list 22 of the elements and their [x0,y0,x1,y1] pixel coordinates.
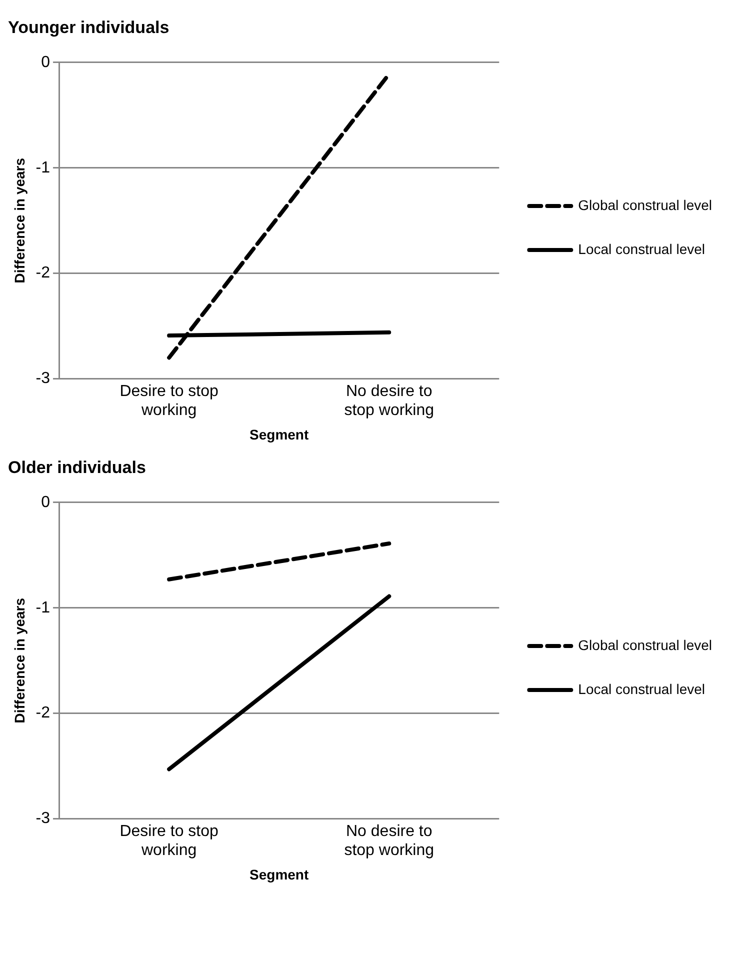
y-tick-label: 0 [41,54,50,71]
x-axis-title: Segment [250,866,309,882]
chart-title: Older individuals [8,458,146,477]
y-tick-label: -3 [36,370,50,388]
y-tick-label: -2 [36,704,50,722]
y-tick-label: -3 [36,810,50,828]
legend-label: Global construal level [578,636,712,653]
legend-label: Local construal level [578,680,706,697]
y-tick-label: -1 [36,599,50,616]
y-tick-label: -1 [36,159,50,176]
x-axis-title: Segment [250,426,309,442]
y-axis-title: Difference in years [11,598,28,724]
y-tick-label: 0 [41,494,50,511]
x-tick-label: Desire to stop working [120,382,219,420]
x-tick-label: No desire to stop working [344,822,434,860]
legend-label: Local construal level [578,240,706,257]
chart-title: Younger individuals [8,18,170,37]
y-axis-title: Difference in years [11,158,28,284]
y-tick-label: -2 [36,264,50,282]
x-tick-label: No desire to stop working [344,382,434,420]
legend-label: Global construal level [578,196,712,213]
x-tick-label: Desire to stop working [120,822,219,860]
